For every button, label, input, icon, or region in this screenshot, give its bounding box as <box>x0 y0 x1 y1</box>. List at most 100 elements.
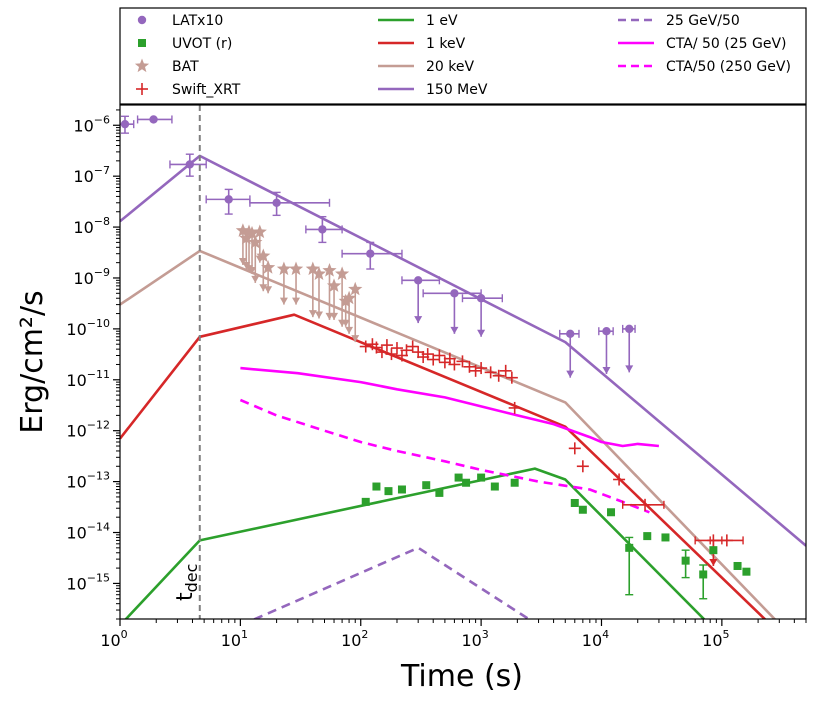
y-tick-label-4: 10−11 <box>66 368 110 390</box>
bat-marker-16 <box>341 290 357 305</box>
latx10-upper-limit-8 <box>450 293 459 334</box>
uvot-r-point-7 <box>462 478 471 487</box>
swift-xrt-point-25 <box>505 371 518 384</box>
latx10-marker-3 <box>224 195 233 204</box>
swift-xrt-marker-18 <box>456 355 469 368</box>
bat-upper-limit-7 <box>264 267 273 294</box>
uvot-r-marker-2 <box>384 487 393 496</box>
bat-point-4 <box>248 234 263 283</box>
swift-xrt-marker-12 <box>421 348 434 361</box>
uvot-r-point-10 <box>510 478 519 487</box>
swift-xrt-marker-20 <box>469 364 482 377</box>
swift-xrt-marker-4 <box>380 339 393 352</box>
swift-xrt-marker-24 <box>499 364 512 377</box>
bat-marker-6 <box>256 248 271 263</box>
uvot-r-marker-7 <box>462 478 471 487</box>
bat-marker-4 <box>248 234 263 249</box>
swift-xrt-marker-9 <box>406 340 419 353</box>
swift-xrt-marker-27 <box>568 442 581 455</box>
bat-upper-limit-2 <box>245 232 254 273</box>
line-cta-50-250-gev <box>239 398 650 514</box>
swift-xrt-point-29 <box>613 473 626 486</box>
uvot-r-marker-4 <box>422 481 431 490</box>
swift-xrt-marker-13 <box>427 353 440 366</box>
uvot-r-marker-3 <box>397 485 406 494</box>
uvot-r-point-12 <box>578 505 587 514</box>
uvot-r-point-16 <box>661 533 670 542</box>
legend-item-bat: BAT <box>134 58 199 75</box>
latx10-point-7 <box>401 276 441 324</box>
bat-point-16 <box>341 290 357 334</box>
uvot-r-point-11 <box>570 498 579 507</box>
latx10-upper-limit-7 <box>414 280 423 324</box>
latx10-marker-1 <box>149 115 158 124</box>
series-20-kev <box>120 249 777 619</box>
swift-xrt-point-6 <box>390 342 403 355</box>
uvot-r-point-8 <box>477 473 486 482</box>
latx10-marker-7 <box>413 276 423 285</box>
latx10-marker-9 <box>476 294 486 303</box>
bat-marker-10 <box>305 261 320 276</box>
swift-xrt-marker-21 <box>475 362 488 375</box>
swift-xrt-marker-0 <box>359 340 372 353</box>
y-tick-label-6: 10−9 <box>73 266 110 288</box>
bat-marker-3 <box>244 225 260 240</box>
uvot-r-marker-5 <box>435 488 444 497</box>
bat-upper-limit-6 <box>259 256 268 292</box>
uvot-r-marker-13 <box>607 508 616 517</box>
bat-marker-11 <box>311 266 327 280</box>
x-axis-title: Time (s) <box>400 659 523 694</box>
series-uvot-r <box>361 473 751 600</box>
line-1-kev <box>120 313 767 619</box>
uvot-r-marker-17 <box>681 556 690 565</box>
latx10-point-10 <box>559 329 580 378</box>
latx10-marker-11 <box>602 327 611 336</box>
swift-xrt-point-30 <box>621 498 665 511</box>
uvot-r-point-17 <box>681 549 690 579</box>
swift-xrt-point-27 <box>568 442 581 455</box>
latx10-point-4 <box>249 191 331 217</box>
y-axis: 10−15 10−14 10−13 10−12 10−11 10−10 10−9 10−8 10… <box>66 109 120 620</box>
latx10-marker-2 <box>185 160 194 169</box>
swift-xrt-point-22 <box>484 366 497 379</box>
uvot-r-point-19 <box>709 546 718 555</box>
bat-point-10 <box>305 261 320 318</box>
uvot-r-marker-16 <box>661 533 670 542</box>
uvot-r-point-15 <box>643 532 652 541</box>
uvot-r-point-5 <box>435 488 444 497</box>
swift-xrt-point-18 <box>456 355 469 368</box>
bat-point-6 <box>256 248 271 292</box>
uvot-r-point-1 <box>372 482 381 491</box>
line-1-ev <box>124 467 706 619</box>
x-tick-label-2: 102 <box>341 628 368 650</box>
series-cta-50-250-gev <box>239 398 650 514</box>
legend-label-swift-xrt: Swift_XRT <box>172 82 241 98</box>
swift-xrt-point-5 <box>385 348 398 361</box>
latx10-point-11 <box>598 327 614 374</box>
x-axis: 100 101 102 103 104 105 <box>100 619 807 650</box>
legend-item-150-mev: 150 MeV <box>378 82 488 98</box>
legend-label-150-mev: 150 MeV <box>426 82 488 98</box>
bat-marker-1 <box>239 230 254 245</box>
plot-area <box>119 104 807 620</box>
line-cta-50-25-gev <box>240 366 660 448</box>
swift-xrt-point-26 <box>508 401 521 414</box>
y-tick-label-8: 10−7 <box>73 164 110 186</box>
x-tick-label-1: 101 <box>221 628 248 650</box>
series-cta-50-25-gev <box>240 366 660 448</box>
latx10-marker-12 <box>625 324 634 334</box>
series-1-kev <box>120 313 767 619</box>
legend-item-latx10: LATx10 <box>137 13 223 29</box>
legend-swatch-bat <box>134 58 150 73</box>
latx10-upper-limit-10 <box>566 333 575 378</box>
t-dec-annotation: tdec <box>173 564 201 601</box>
uvot-r-point-21 <box>742 567 751 576</box>
bat-marker-12 <box>322 263 337 277</box>
swift-xrt-point-13 <box>427 353 440 366</box>
bat-marker-5 <box>252 224 267 239</box>
line-150-mev <box>120 154 806 547</box>
legend-label-25-gev-50: 25 GeV/50 <box>666 13 740 29</box>
swift-xrt-point-23 <box>492 369 505 382</box>
swift-xrt-point-24 <box>499 364 512 377</box>
latx10-point-12 <box>621 324 636 373</box>
